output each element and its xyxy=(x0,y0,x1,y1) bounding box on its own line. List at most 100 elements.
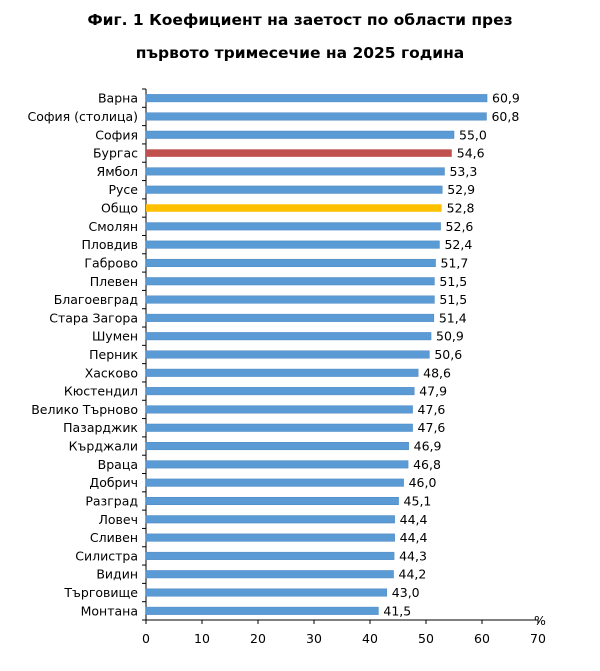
bar xyxy=(145,551,395,560)
bar xyxy=(145,515,395,524)
value-label: 47,9 xyxy=(419,384,447,399)
x-tick-label: 70 xyxy=(530,631,546,646)
value-label: 41,5 xyxy=(383,603,411,618)
bar xyxy=(145,130,455,139)
bar xyxy=(145,442,409,451)
x-tick-label: 0 xyxy=(142,631,150,646)
value-label: 52,6 xyxy=(446,219,474,234)
category-label: Плевен xyxy=(90,274,138,289)
value-label: 44,4 xyxy=(400,512,428,527)
value-label: 46,9 xyxy=(414,439,442,454)
value-label: 51,4 xyxy=(439,310,467,325)
bar xyxy=(145,606,379,615)
bar xyxy=(145,167,445,176)
category-label: Бургас xyxy=(93,146,138,161)
bar xyxy=(145,423,413,432)
category-label: София (столица) xyxy=(27,109,138,124)
category-label: Габрово xyxy=(84,255,138,270)
bar xyxy=(145,332,432,341)
value-label: 43,0 xyxy=(392,585,420,600)
bar xyxy=(145,222,441,231)
bar xyxy=(145,185,443,194)
value-label: 44,2 xyxy=(399,567,427,582)
category-label: Добрич xyxy=(89,475,138,490)
value-label: 53,3 xyxy=(449,164,477,179)
bar xyxy=(145,496,399,505)
value-label: 45,1 xyxy=(404,493,432,508)
category-label: Хасково xyxy=(85,365,138,380)
category-label: Стара Загора xyxy=(49,310,138,325)
value-label: 50,6 xyxy=(434,347,462,362)
bar xyxy=(145,295,435,304)
category-label: Враца xyxy=(98,457,138,472)
bar xyxy=(145,588,388,597)
value-label: 52,4 xyxy=(444,237,472,252)
x-tick-label: 20 xyxy=(250,631,266,646)
x-tick-label: 40 xyxy=(362,631,378,646)
value-label: 52,8 xyxy=(447,201,475,216)
chart-title-line-2: първото тримесечие на 2025 година xyxy=(135,44,465,62)
category-label: Ямбол xyxy=(97,164,138,179)
value-label: 60,9 xyxy=(492,91,520,106)
category-label: Общо xyxy=(101,201,138,216)
value-label: 48,6 xyxy=(423,365,451,380)
bar xyxy=(145,368,419,377)
bar xyxy=(145,258,436,267)
bar xyxy=(146,149,452,157)
value-label: 51,5 xyxy=(439,292,467,307)
category-label: Велико Търново xyxy=(31,402,138,417)
value-label: 47,6 xyxy=(418,402,446,417)
value-label: 54,6 xyxy=(457,146,485,161)
category-label: Благоевград xyxy=(54,292,138,307)
value-label: 51,5 xyxy=(439,274,467,289)
category-label: Варна xyxy=(98,91,138,106)
category-label: Силистра xyxy=(75,548,138,563)
bar xyxy=(145,240,440,249)
bar xyxy=(145,112,487,121)
value-label: 46,0 xyxy=(409,475,437,490)
bar xyxy=(145,387,415,396)
x-axis-unit: % xyxy=(534,613,546,628)
value-label: 47,6 xyxy=(418,420,446,435)
bar xyxy=(145,405,413,414)
category-label: Перник xyxy=(89,347,138,362)
category-label: Търговище xyxy=(63,585,138,600)
x-tick-label: 60 xyxy=(474,631,490,646)
value-label: 52,9 xyxy=(447,182,475,197)
category-label: Ловеч xyxy=(99,512,139,527)
x-tick-label: 50 xyxy=(418,631,434,646)
bar xyxy=(145,533,395,542)
bar xyxy=(145,350,430,359)
bar xyxy=(145,277,435,286)
value-label: 60,8 xyxy=(491,109,519,124)
value-label: 50,9 xyxy=(436,329,464,344)
category-label: Сливен xyxy=(90,530,138,545)
category-label: Видин xyxy=(96,567,138,582)
bar xyxy=(145,478,404,487)
category-label: Монтана xyxy=(81,603,138,618)
value-label: 46,8 xyxy=(413,457,441,472)
bar xyxy=(145,460,409,469)
category-label: Пазарджик xyxy=(63,420,138,435)
category-label: Разград xyxy=(85,493,138,508)
bar xyxy=(146,204,442,212)
value-label: 44,4 xyxy=(400,530,428,545)
value-label: 51,7 xyxy=(441,255,469,270)
category-label: Кюстендил xyxy=(64,384,138,399)
bar xyxy=(145,570,394,579)
category-label: София xyxy=(95,127,138,142)
x-tick-label: 30 xyxy=(306,631,322,646)
bar xyxy=(145,94,488,103)
category-label: Шумен xyxy=(92,329,138,344)
category-label: Смолян xyxy=(89,219,139,234)
category-label: Пловдив xyxy=(81,237,138,252)
x-tick-label: 10 xyxy=(194,631,210,646)
value-label: 44,3 xyxy=(399,548,427,563)
value-label: 55,0 xyxy=(459,127,487,142)
category-label: Кърджали xyxy=(69,439,138,454)
category-label: Русе xyxy=(109,182,139,197)
chart-title-line-1: Фиг. 1 Коефициент на заетост по области … xyxy=(87,11,513,29)
bar xyxy=(145,313,435,322)
chart-title: Фиг. 1 Коефициент на заетост по области … xyxy=(0,4,600,70)
